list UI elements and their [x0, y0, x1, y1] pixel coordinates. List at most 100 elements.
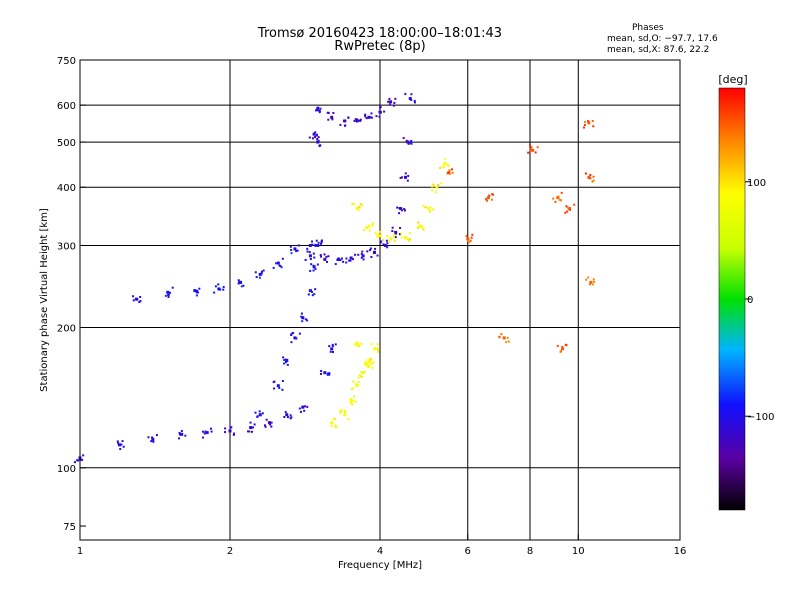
scatter-dot-f-region-o-lower	[138, 301, 141, 304]
scatter-dot-f-region-o-upper	[309, 258, 312, 261]
scatter-dot-multi-hop-spread-f	[317, 109, 320, 112]
scatter-dot-multi-hop-spread-f	[331, 118, 334, 121]
scatter-dot-high-frequency-scatter	[592, 175, 595, 178]
scatter-dot-f-region-o-lower	[306, 247, 309, 250]
scatter-dot-f-region-o-lower	[217, 283, 220, 286]
scatter-dot-f-region-o-lower	[139, 300, 142, 303]
scatter-dot-high-frequency-scatter	[593, 280, 596, 283]
data-point-high-frequency-scatter	[587, 121, 591, 125]
scatter-dot-f-region-o-upper	[406, 179, 409, 182]
scatter-dot-f-region-o-upper	[357, 253, 360, 256]
data-point-f-region-x	[403, 236, 407, 240]
colorbar-tick-label: 100	[747, 178, 766, 189]
scatter-dot-high-frequency-scatter	[471, 233, 474, 236]
scatter-dot-high-frequency-scatter	[564, 211, 567, 214]
scatter-dot-f-region-x	[379, 233, 382, 236]
scatter-dot-es-f1-o-scatter	[301, 320, 304, 323]
scatter-dot-multi-hop-spread-f	[314, 131, 317, 134]
scatter-dot-high-frequency-scatter	[587, 120, 590, 123]
scatter-dot-e-region-o-trace	[250, 430, 253, 433]
scatter-dot-multi-hop-spread-f	[369, 116, 372, 119]
scatter-dot-e-region-x-scatter	[339, 411, 342, 414]
data-point-f-region-o-lower	[258, 272, 262, 276]
scatter-dot-f-region-x	[361, 204, 364, 207]
scatter-dot-e-region-o-trace	[232, 433, 235, 436]
scatter-dot-f-region-x	[422, 204, 425, 207]
y-tick-label: 500	[57, 138, 76, 149]
scatter-dot-f-region-o-lower	[279, 264, 282, 267]
scatter-dot-f-region-o-upper	[345, 257, 348, 260]
scatter-dot-e-region-o-trace	[270, 421, 273, 424]
scatter-dot-f-region-o-upper	[362, 258, 365, 261]
scatter-dot-e-region-x-scatter	[376, 349, 379, 352]
data-point-f-region-x	[367, 224, 371, 228]
scatter-dot-multi-hop-spread-f	[317, 139, 320, 142]
scatter-dot-f-region-o-upper	[354, 253, 357, 256]
scatter-dot-f-region-x	[442, 164, 445, 167]
scatter-dot-e-region-o-trace	[151, 437, 154, 440]
scatter-dot-f-region-o-upper	[337, 257, 340, 260]
scatter-dot-es-f1-o-scatter	[312, 269, 315, 272]
scatter-dot-f-region-x	[424, 206, 427, 209]
scatter-dot-e-region-o-trace	[265, 418, 268, 421]
data-point-high-frequency-scatter	[567, 207, 571, 211]
scatter-dot-f-region-o-upper	[396, 206, 399, 209]
scatter-dot-es-f1-o-scatter	[282, 356, 285, 359]
data-point-f-region-o-lower	[166, 290, 170, 294]
scatter-dot-e-region-o-trace	[284, 411, 287, 414]
scatter-dot-f-region-x	[432, 183, 435, 186]
scatter-dot-f-region-o-lower	[254, 271, 257, 274]
scatter-dot-f-region-x	[420, 226, 423, 229]
scatter-dot-es-f1-o-scatter	[273, 387, 276, 390]
scatter-dot-multi-hop-spread-f	[347, 116, 350, 119]
scatter-dot-f-region-o-lower	[289, 245, 292, 248]
scatter-dot-multi-hop-spread-f	[364, 115, 367, 118]
scatter-dot-e-region-x-scatter	[353, 343, 356, 346]
scatter-dot-e-region-x-scatter	[377, 350, 380, 353]
scatter-dot-f-region-x	[388, 240, 391, 243]
scatter-dot-f-region-x	[392, 236, 395, 239]
scatter-dot-es-f1-o-scatter	[328, 372, 331, 375]
scatter-dot-f-region-o-upper	[312, 252, 315, 255]
scatter-dot-e-region-o-trace	[290, 416, 293, 419]
scatter-dot-e-region-o-trace	[283, 415, 286, 418]
scatter-dot-high-frequency-scatter	[569, 208, 572, 211]
scatter-dot-e-region-o-trace	[224, 431, 227, 434]
scatter-dot-high-frequency-scatter	[528, 144, 531, 147]
scatter-dot-f-region-o-upper	[308, 251, 311, 254]
scatter-dot-high-frequency-scatter	[592, 278, 595, 281]
scatter-dot-f-region-x	[446, 164, 449, 167]
scatter-dot-e-region-x-scatter	[370, 343, 373, 346]
scatter-dot-f-region-o-lower	[213, 291, 216, 294]
data-point-f-region-o-upper	[394, 230, 398, 234]
scatter-dot-f-region-o-upper	[336, 258, 339, 261]
scatter-dot-high-frequency-scatter	[451, 171, 454, 174]
scatter-dot-e-region-o-trace	[264, 425, 267, 428]
data-point-high-frequency-scatter	[466, 237, 470, 241]
scatter-dot-e-region-o-trace	[121, 440, 124, 443]
scatter-dot-high-frequency-scatter	[530, 146, 533, 149]
data-point-f-region-o-lower	[293, 247, 297, 251]
scatter-dot-high-frequency-scatter	[505, 341, 508, 344]
scatter-dot-e-region-x-scatter	[360, 342, 363, 345]
scatter-dot-f-region-x	[393, 234, 396, 237]
scatter-dot-multi-hop-spread-f	[353, 119, 356, 122]
scatter-dot-high-frequency-scatter	[536, 146, 539, 149]
scatter-dot-high-frequency-scatter	[485, 198, 488, 201]
data-point-e-region-x-scatter	[367, 358, 371, 362]
scatter-dot-e-region-x-scatter	[340, 409, 343, 412]
scatter-dot-f-region-o-upper	[401, 176, 404, 179]
scatter-dot-f-region-o-upper	[405, 139, 408, 142]
scatter-dot-e-region-o-trace	[253, 423, 256, 426]
scatter-dot-e-region-x-scatter	[339, 409, 342, 412]
scatter-dot-f-region-o-upper	[323, 253, 326, 256]
scatter-dot-e-region-o-trace	[179, 433, 182, 436]
scatter-dot-es-f1-o-scatter	[258, 410, 261, 413]
phases-o-stats: mean, sd,O: −97.7, 17.6	[607, 34, 718, 44]
scatter-dot-es-f1-o-scatter	[261, 412, 264, 415]
scatter-dot-f-region-o-upper	[369, 247, 372, 250]
scatter-dot-e-region-o-trace	[147, 436, 150, 439]
scatter-dot-f-region-o-upper	[368, 249, 371, 252]
scatter-dot-e-region-o-trace	[263, 424, 266, 427]
scatter-dot-f-region-o-lower	[164, 294, 167, 297]
